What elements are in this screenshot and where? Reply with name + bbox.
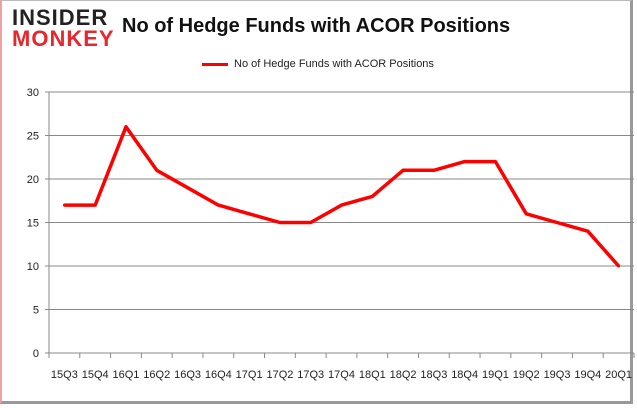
legend-swatch [202, 62, 228, 66]
chart-title: No of Hedge Funds with ACOR Positions [122, 15, 511, 37]
legend-label: No of Hedge Funds with ACOR Positions [234, 58, 434, 70]
data-point [401, 168, 405, 172]
x-tick-label: 17Q4 [328, 369, 355, 381]
data-point [524, 212, 528, 216]
x-tick-label: 19Q4 [574, 369, 601, 381]
data-point [555, 221, 559, 224]
x-tick-label: 16Q1 [113, 369, 140, 381]
data-point [617, 264, 621, 268]
x-tick-label: 18Q3 [420, 369, 447, 381]
x-tick-label: 16Q2 [143, 369, 170, 381]
x-tick-label: 17Q3 [297, 369, 324, 381]
data-point [309, 221, 313, 224]
y-tick-label: 15 [27, 218, 39, 230]
x-tick-label: 18Q2 [390, 369, 417, 381]
y-tick-label: 10 [27, 261, 39, 273]
y-tick-label: 25 [27, 131, 39, 143]
y-tick-label: 0 [33, 348, 39, 360]
series-line [64, 125, 620, 268]
x-tick-label: 19Q3 [544, 369, 571, 381]
x-tick-label: 18Q4 [451, 369, 478, 381]
x-tick-label: 15Q4 [82, 369, 109, 381]
x-tick-label: 17Q1 [236, 369, 263, 381]
y-tick-label: 5 [33, 305, 39, 317]
x-tick-label: 20Q1 [605, 369, 632, 381]
data-point [186, 186, 190, 190]
y-tick-label: 20 [27, 174, 39, 186]
x-tick-label: 19Q2 [513, 369, 540, 381]
y-tick-label: 30 [27, 87, 39, 99]
data-point [370, 194, 374, 198]
data-point [340, 203, 343, 207]
x-tick-label: 15Q3 [51, 369, 78, 381]
x-tick-label: 19Q1 [482, 369, 509, 381]
x-tick-label: 17Q2 [266, 369, 293, 381]
x-tick-label: 16Q4 [205, 369, 232, 381]
data-point [463, 160, 467, 164]
x-tick-label: 18Q1 [359, 369, 386, 381]
data-point [432, 168, 436, 172]
data-point [155, 168, 159, 172]
data-point [216, 203, 220, 207]
insider-monkey-logo: INSIDER MONKEY [12, 5, 115, 51]
data-point [62, 203, 66, 207]
data-point [93, 203, 97, 207]
logo-line2: MONKEY [12, 26, 115, 51]
data-point [247, 212, 251, 216]
legend: No of Hedge Funds with ACOR Positions [202, 58, 434, 70]
x-tick-label: 16Q3 [174, 369, 201, 381]
data-point [278, 221, 282, 224]
logo-line1: INSIDER [12, 5, 109, 30]
data-point [124, 125, 128, 129]
data-point [493, 160, 497, 164]
data-point [586, 229, 590, 233]
